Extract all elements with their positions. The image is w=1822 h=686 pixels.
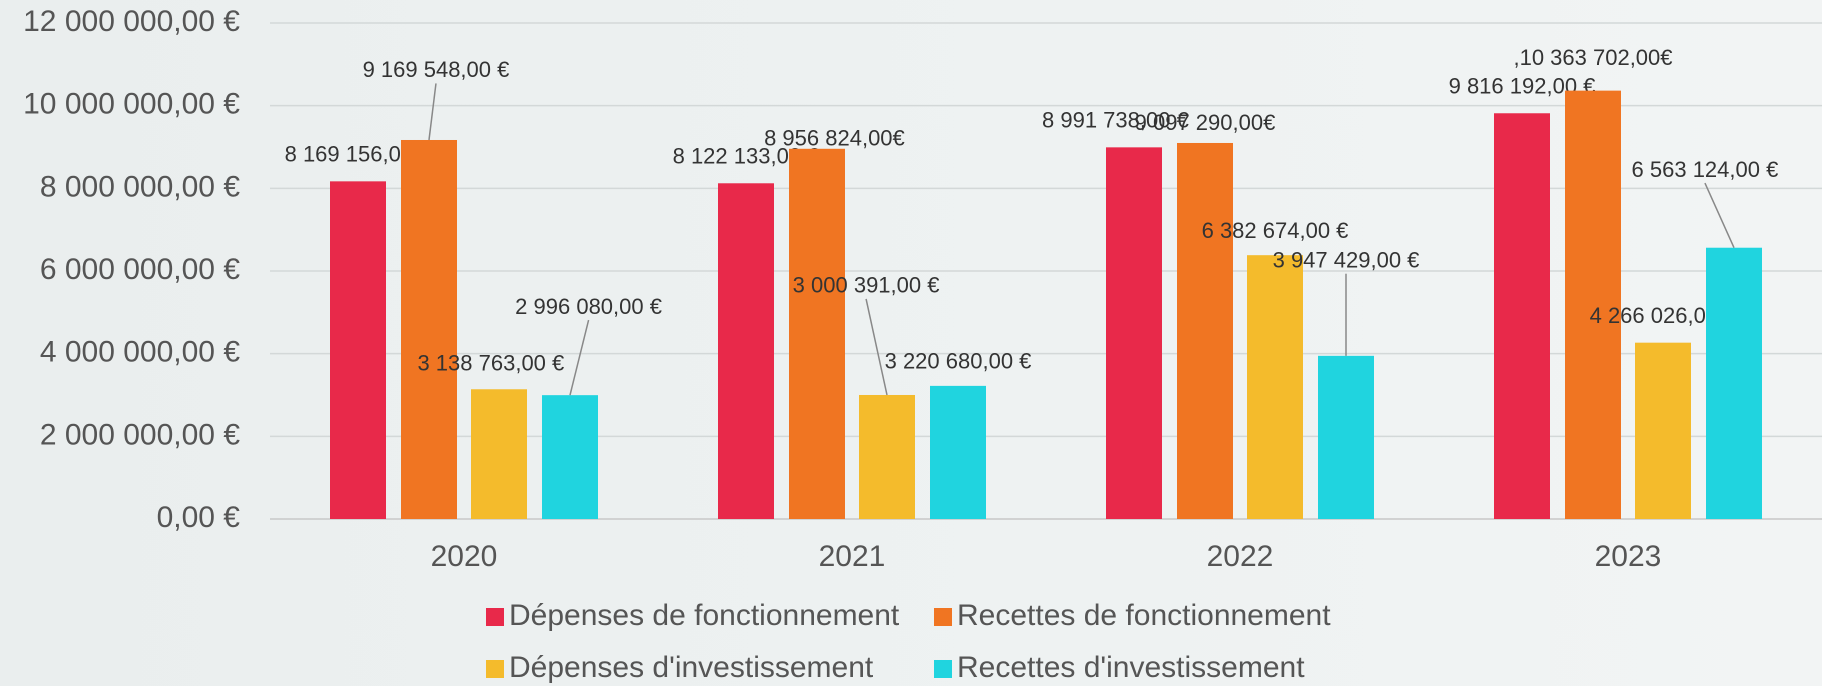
value-label: 6 382 674,00 €	[1202, 218, 1349, 243]
bar	[1318, 355, 1374, 519]
value-label: 3 220 680,00 €	[885, 348, 1032, 373]
leader-line	[569, 319, 590, 396]
bar	[1106, 147, 1162, 519]
leader-line	[865, 298, 888, 396]
y-tick-label: 10 000 000,00 €	[23, 88, 240, 121]
y-tick-label: 12 000 000,00 €	[23, 5, 240, 38]
value-label: 3 947 429,00 €	[1273, 248, 1420, 273]
value-label: 2 996 080,00 €	[515, 294, 662, 319]
y-tick-label: 6 000 000,00 €	[40, 253, 241, 286]
y-tick-label: 4 000 000,00 €	[40, 336, 241, 369]
value-label: 9 169 548,00 €	[363, 57, 510, 82]
value-label: ,10 363 702,00€	[1513, 45, 1672, 70]
bar	[1247, 255, 1303, 519]
bar	[718, 183, 774, 520]
legend-label: Recettes de fonctionnement	[957, 599, 1331, 632]
bar	[1565, 90, 1621, 519]
value-label: 3 138 763,00 €	[417, 351, 564, 376]
bar	[330, 181, 386, 519]
y-tick-label: 2 000 000,00 €	[40, 418, 241, 451]
legend-label: Dépenses d'investissement	[509, 651, 874, 684]
bar	[930, 385, 986, 519]
value-label: 6 563 124,00 €	[1632, 157, 1779, 182]
legend-swatch	[486, 608, 504, 626]
legend-label: Dépenses de fonctionnement	[509, 599, 900, 632]
bar	[789, 148, 845, 519]
bar	[471, 389, 527, 519]
bar	[1706, 247, 1762, 519]
y-tick-label: 0,00 €	[157, 501, 241, 534]
value-label: 3 000 391,00 €	[793, 273, 940, 298]
bar	[542, 395, 598, 519]
bar	[1635, 342, 1691, 519]
bar	[859, 394, 915, 519]
legend-swatch	[486, 660, 504, 678]
legend-label: Recettes d'investissement	[957, 651, 1305, 684]
bar	[1177, 142, 1233, 519]
value-label: 8 991 738,00 €	[1042, 108, 1189, 133]
y-tick-label: 8 000 000,00 €	[40, 170, 241, 203]
legend-swatch	[934, 660, 952, 678]
leader-line	[1704, 182, 1735, 249]
bar	[1494, 113, 1550, 519]
value-label: 9 097 290,00€	[1135, 110, 1276, 135]
x-tick-label: 2020	[431, 540, 498, 573]
bar	[401, 139, 457, 520]
value-label: 8 956 824,00€	[764, 125, 905, 150]
x-tick-label: 2021	[819, 540, 886, 573]
x-tick-label: 2023	[1595, 540, 1662, 573]
leader-line	[428, 83, 437, 141]
legend-swatch	[934, 608, 952, 626]
x-tick-label: 2022	[1207, 540, 1274, 573]
